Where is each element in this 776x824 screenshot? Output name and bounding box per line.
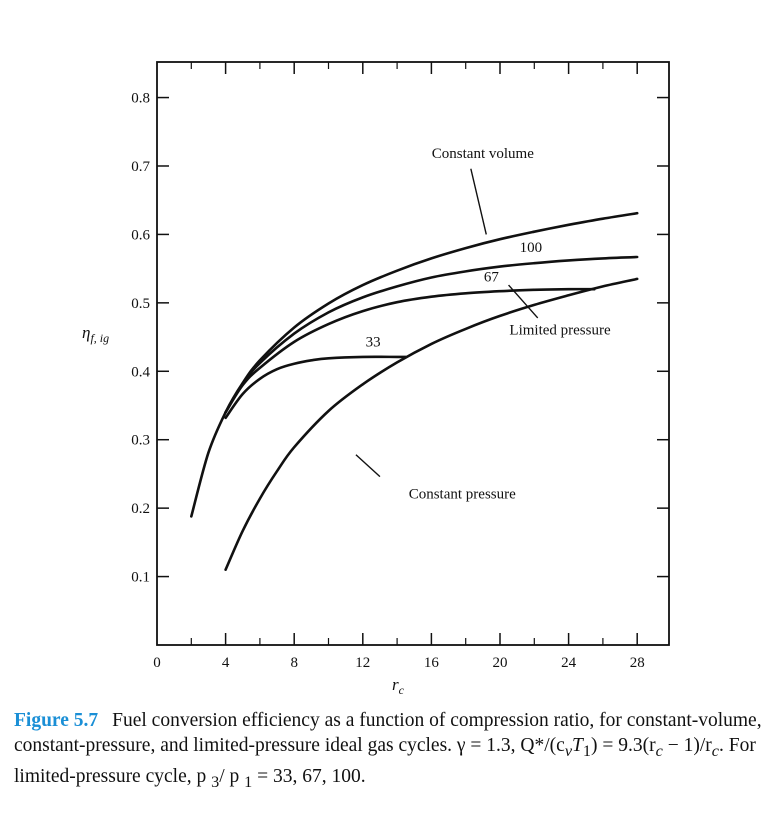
y-axis-label: ηf, ig (82, 323, 109, 345)
x-tick-label: 4 (222, 655, 230, 671)
plot-frame (156, 61, 670, 646)
caption-text: Fuel conversion efficiency as a function… (14, 710, 762, 756)
y-tick-label: 0.4 (131, 364, 150, 380)
y-tick-label: 0.7 (131, 159, 150, 175)
x-axis-subscript: c (399, 683, 405, 697)
caption-end: = 33, 67, 100. (252, 765, 366, 787)
y-tick-label: 0.8 (131, 91, 150, 107)
x-tick-label: 12 (355, 655, 370, 671)
axis-ticks (157, 62, 669, 645)
tick-labels: 0 4 8 12 16 20 24 28 0.1 0.2 0.3 0.4 0.5 0.6 0.7 0.8 (131, 91, 644, 671)
series-line-33 (224, 355, 407, 420)
caption-slash: / p (219, 765, 245, 787)
x-tick-label: 16 (424, 655, 440, 671)
y-tick-label: 0.5 (131, 296, 150, 312)
caption-sub-v: v (564, 741, 573, 760)
x-tick-label: 28 (630, 655, 645, 671)
y-tick-label: 0.2 (131, 501, 150, 517)
caption-sub-1: 1 (582, 741, 592, 760)
annotations: Constant volume 100 67 Limited pressure 33 Co… (366, 146, 611, 503)
caption-minus: − 1)/r (662, 735, 712, 756)
x-axis-label: rc (392, 675, 405, 697)
figure-caption: Figure 5.7 Fuel conversion efficiency as … (14, 708, 766, 795)
leader-line (508, 284, 539, 319)
annotation-33: 33 (366, 335, 381, 351)
caption-sub-c1: c (655, 741, 663, 760)
caption-label: Figure 5.7 (14, 710, 99, 731)
y-tick-label: 0.1 (131, 570, 150, 586)
caption-T: T (572, 735, 583, 756)
annotation-limited-pressure: Limited pressure (509, 322, 611, 338)
annotation-leaders (355, 168, 539, 478)
series-lines (190, 211, 639, 571)
x-axis-symbol: r (392, 675, 399, 694)
annotation-constant-pressure: Constant pressure (409, 487, 516, 503)
chart: 0 4 8 12 16 20 24 28 0.1 0.2 0.3 0.4 0.5 0.6 0.7 0.8 Co… (82, 61, 670, 697)
leader-line (355, 454, 381, 478)
x-tick-label: 0 (153, 655, 161, 671)
caption-sub-1b: 1 (244, 772, 253, 791)
y-axis-symbol: η (82, 323, 90, 342)
x-tick-label: 8 (290, 655, 298, 671)
series-line-constant-pressure (224, 277, 639, 571)
caption-tail: . For limited-pressure cycle, p (14, 735, 756, 787)
y-tick-label: 0.3 (131, 433, 150, 449)
y-tick-label: 0.6 (131, 227, 150, 243)
y-axis-subscript: f, ig (90, 331, 109, 345)
leader-line (470, 168, 487, 235)
series-line-67 (224, 287, 596, 414)
annotation-constant-volume: Constant volume (432, 146, 534, 162)
caption-sub-3: 3 (211, 772, 220, 791)
caption-mid: ) = 9.3(r (591, 735, 656, 756)
annotation-67: 67 (484, 270, 500, 286)
annotation-100: 100 (520, 240, 543, 256)
caption-sub-c2: c (711, 741, 719, 760)
x-tick-label: 20 (493, 655, 508, 671)
series-line-100 (224, 255, 639, 414)
x-tick-label: 24 (561, 655, 577, 671)
